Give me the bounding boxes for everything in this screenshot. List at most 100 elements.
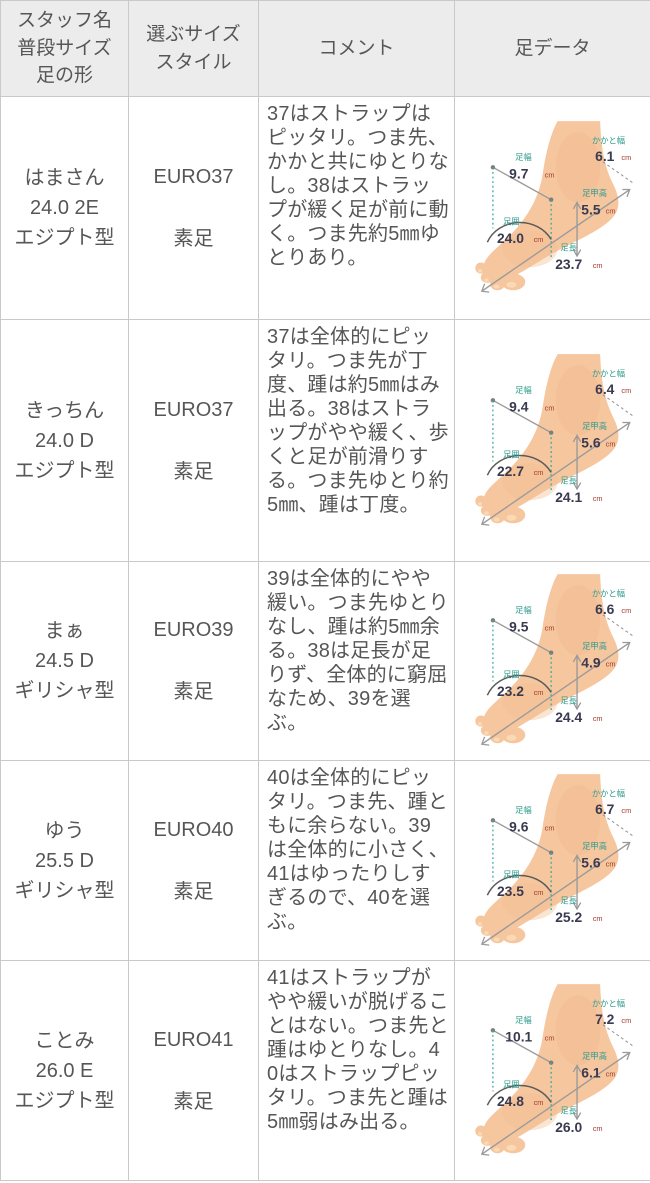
foot-width-value: 9.7	[509, 165, 529, 181]
foot-length-label: 足長	[560, 243, 577, 253]
staff-cell: はまさん 24.0 2E エジプト型	[0, 96, 129, 320]
foot-girth-unit: cm	[533, 1098, 543, 1107]
instep-height-unit: cm	[605, 660, 615, 669]
foot-length-unit: cm	[592, 494, 602, 503]
staff-name: ゆう	[44, 819, 85, 842]
instep-height-unit: cm	[605, 859, 615, 868]
foot-length-label: 足長	[560, 475, 577, 485]
foot-width-unit: cm	[544, 823, 554, 832]
table-row: ことみ 26.0 E エジプト型 EURO41 素足 41はストラップがやや緩い…	[0, 960, 650, 1181]
chosen-size-cell: EURO39 素足	[128, 561, 259, 761]
foot-length-value: 25.2	[555, 909, 582, 925]
fit-style: 素足	[173, 228, 214, 250]
header-staff-line2: 普段サイズ	[17, 37, 112, 59]
instep-height-value: 5.5	[581, 201, 601, 217]
staff-usual-size: 24.0 D	[35, 429, 94, 452]
heel-width-value: 6.1	[595, 148, 615, 164]
comment-cell: 41はストラップがやや緩いが脱げることはない。つま先と踵はゆとりなし。40はスト…	[258, 960, 455, 1181]
foot-width-label: 足幅	[515, 1014, 532, 1024]
measurement-labels: 足幅 9.5 cm かかと幅 6.6 cm 足甲高 4.9 cm 足囲 23.2…	[496, 588, 630, 725]
chosen-size: EURO37	[153, 398, 234, 421]
foot-width-value: 9.6	[509, 818, 529, 834]
staff-cell: きっちん 24.0 D エジプト型	[0, 319, 129, 562]
heel-width-value: 6.6	[595, 601, 615, 617]
header-foot-data: 足データ	[454, 0, 650, 97]
chosen-size-cell: EURO41 素足	[128, 960, 259, 1181]
foot-data-cell: 足幅 9.7 cm かかと幅 6.1 cm 足甲高 5.5 cm 足囲 24.0…	[454, 96, 650, 320]
chosen-size: EURO40	[153, 818, 234, 841]
foot-girth-value: 23.5	[496, 883, 523, 899]
comment-text: 37は全体的にピッタリ。つま先が丁度、踵は約5㎜はみ出る。38はストラップがやや…	[267, 326, 449, 516]
staff-name: まぁ	[44, 620, 85, 642]
comment-text: 37はストラップはピッタリ。つま先、かかと共にゆとりなし。38はストラップが緩く…	[267, 103, 449, 269]
chosen-size: EURO41	[153, 1028, 234, 1051]
foot-length-label: 足長	[560, 895, 577, 905]
table-row: きっちん 24.0 D エジプト型 EURO37 素足 37は全体的にピッタリ。…	[0, 319, 650, 562]
instep-height-value: 5.6	[581, 854, 601, 870]
foot-width-label: 足幅	[515, 384, 532, 394]
heel-width-unit: cm	[621, 606, 631, 615]
measurement-lines	[480, 614, 635, 746]
staff-foot-shape: ギリシャ型	[14, 879, 115, 902]
foot-length-value: 26.0	[555, 1119, 582, 1135]
comment-text: 40は全体的にピッタリ。つま先、踵ともに余らない。39は全体的に小さく、41はゆ…	[267, 767, 449, 933]
staff-foot-shape: エジプト型	[14, 1089, 115, 1112]
foot-measurement-diagram: 足幅 9.4 cm かかと幅 6.4 cm 足甲高 5.6 cm 足囲 22.7…	[474, 353, 635, 526]
heel-width-label: かかと幅	[591, 998, 624, 1008]
foot-width-label: 足幅	[515, 152, 532, 162]
foot-data-cell: 足幅 10.1 cm かかと幅 7.2 cm 足甲高 6.1 cm 足囲 24.…	[454, 960, 650, 1181]
staff-name: はまさん	[24, 167, 105, 189]
foot-width-value: 9.5	[509, 618, 529, 634]
staff-foot-shape: ギリシャ型	[14, 680, 115, 702]
staff-name: ことみ	[34, 1029, 95, 1052]
foot-length-label: 足長	[560, 1105, 577, 1115]
table-row: はまさん 24.0 2E エジプト型 EURO37 素足 37はストラップはピッ…	[0, 96, 650, 320]
instep-height-label: 足甲高	[582, 420, 607, 430]
header-row: スタッフ名 普段サイズ 足の形 選ぶサイズ スタイル コメント 足データ	[0, 0, 650, 97]
fit-style: 素足	[173, 880, 214, 903]
staff-usual-size: 24.5 D	[35, 650, 94, 672]
staff-usual-size: 25.5 D	[35, 849, 94, 872]
foot-length-value: 23.7	[555, 256, 582, 272]
foot-width-label: 足幅	[515, 605, 532, 615]
foot-girth-unit: cm	[533, 235, 543, 244]
instep-height-label: 足甲高	[582, 840, 607, 850]
foot-length-value: 24.4	[555, 709, 582, 725]
foot-measurement-diagram: 足幅 9.7 cm かかと幅 6.1 cm 足甲高 5.5 cm 足囲 24.0…	[474, 121, 635, 293]
foot-length-unit: cm	[592, 1124, 602, 1133]
foot-width-value: 10.1	[505, 1028, 532, 1044]
header-size-line2: スタイル	[155, 51, 232, 73]
header-size-line1: 選ぶサイズ	[146, 23, 241, 45]
instep-height-label: 足甲高	[582, 1050, 607, 1060]
foot-girth-label: 足囲	[503, 449, 520, 459]
chosen-size: EURO39	[153, 619, 234, 641]
foot-girth-value: 24.0	[496, 230, 523, 246]
foot-length-label: 足長	[560, 696, 577, 706]
staff-foot-shape: エジプト型	[14, 227, 115, 249]
comment-cell: 40は全体的にピッタリ。つま先、踵ともに余らない。39は全体的に小さく、41はゆ…	[258, 760, 455, 961]
heel-width-value: 6.7	[595, 800, 615, 816]
heel-width-label: かかと幅	[591, 788, 624, 798]
comment-cell: 37は全体的にピッタリ。つま先が丁度、踵は約5㎜はみ出る。38はストラップがやや…	[258, 319, 455, 562]
heel-width-unit: cm	[621, 1015, 631, 1024]
foot-length-unit: cm	[592, 914, 602, 923]
foot-data-cell: 足幅 9.5 cm かかと幅 6.6 cm 足甲高 4.9 cm 足囲 23.2…	[454, 561, 650, 761]
foot-length-unit: cm	[592, 261, 602, 270]
chosen-size-cell: EURO37 素足	[128, 96, 259, 320]
comment-text: 41はストラップがやや緩いが脱げることはない。つま先と踵はゆとりなし。40はスト…	[267, 967, 449, 1133]
foot-measurement-diagram: 足幅 10.1 cm かかと幅 7.2 cm 足甲高 6.1 cm 足囲 24.…	[474, 983, 635, 1156]
table-body: はまさん 24.0 2E エジプト型 EURO37 素足 37はストラップはピッ…	[0, 96, 650, 1181]
comment-cell: 39は全体的にやや緩い。つま先ゆとりなし、踵は約5㎜余る。38は足長が足りず、全…	[258, 561, 455, 761]
measurement-labels: 足幅 9.4 cm かかと幅 6.4 cm 足甲高 5.6 cm 足囲 22.7…	[496, 368, 630, 505]
foot-data-cell: 足幅 9.6 cm かかと幅 6.7 cm 足甲高 5.6 cm 足囲 23.5…	[454, 760, 650, 961]
table-row: ゆう 25.5 D ギリシャ型 EURO40 素足 40は全体的にピッタリ。つま…	[0, 760, 650, 961]
heel-width-label: かかと幅	[591, 368, 624, 378]
measurement-lines	[480, 161, 635, 293]
comment-cell: 37はストラップはピッタリ。つま先、かかと共にゆとりなし。38はストラップが緩く…	[258, 96, 455, 320]
foot-width-label: 足幅	[515, 804, 532, 814]
foot-girth-label: 足囲	[503, 1079, 520, 1089]
measurement-lines	[480, 1023, 635, 1156]
foot-width-value: 9.4	[509, 398, 529, 414]
foot-girth-unit: cm	[533, 688, 543, 697]
